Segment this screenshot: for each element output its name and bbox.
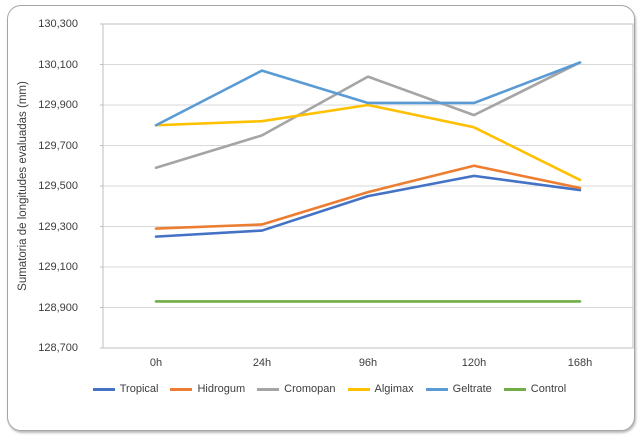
- series-line-algimax: [154, 103, 582, 182]
- x-axis-tick-label: 96h: [358, 357, 378, 369]
- legend: Tropical Hidrogum Cromopan Algimax Geltrate C…: [8, 383, 634, 395]
- y-axis-tick-label: 128,900: [38, 301, 78, 314]
- x-axis-tick-label: 0h: [149, 357, 163, 369]
- series-line-hidrogum: [154, 164, 582, 230]
- legend-item-hidrogum: Hidrogum: [170, 383, 245, 395]
- y-axis-tick-label: 130,300: [38, 18, 78, 30]
- y-axis-tick-label: 129,500: [38, 180, 78, 192]
- legend-label: Hidrogum: [197, 383, 246, 395]
- y-axis-tick-label: 129,300: [38, 220, 78, 233]
- legend-swatch-icon: [170, 387, 193, 391]
- y-axis-tick-label: 129,700: [38, 139, 78, 152]
- legend-label: Geltrate: [452, 383, 492, 395]
- legend-swatch-icon: [425, 387, 448, 391]
- series-line-cromopan: [154, 61, 582, 170]
- legend-swatch-icon: [347, 387, 370, 391]
- y-axis-tick-label: 129,900: [38, 99, 78, 111]
- y-axis-tick-label: 129,100: [38, 261, 78, 273]
- legend-item-geltrate: Geltrate: [425, 383, 492, 395]
- legend-label: Control: [530, 383, 567, 395]
- legend-swatch-icon: [92, 387, 115, 391]
- legend-label: Tropical: [119, 383, 159, 395]
- legend-item-tropical: Tropical: [92, 383, 159, 395]
- series-line-tropical: [154, 174, 582, 238]
- plot-svg: [100, 23, 634, 349]
- legend-label: Algimax: [374, 383, 414, 395]
- x-axis-tick-label: 168h: [567, 357, 593, 369]
- legend-item-control: Control: [503, 383, 567, 395]
- legend-swatch-icon: [503, 387, 526, 391]
- legend-label: Cromopan: [284, 383, 336, 395]
- plot-border: [102, 23, 634, 349]
- x-axis-tick-label: 24h: [252, 357, 272, 369]
- y-axis-tick-label: 130,100: [38, 58, 78, 71]
- x-axis-tick-label: 120h: [461, 357, 487, 369]
- legend-item-cromopan: Cromopan: [257, 383, 336, 395]
- chart-frame: Sumatoria de longitudes evaluadas (mm) 1…: [7, 5, 635, 431]
- legend-item-algimax: Algimax: [347, 383, 414, 395]
- y-axis-tick-label: 128,700: [38, 342, 78, 354]
- legend-swatch-icon: [257, 387, 280, 391]
- series-line-geltrate: [154, 61, 582, 127]
